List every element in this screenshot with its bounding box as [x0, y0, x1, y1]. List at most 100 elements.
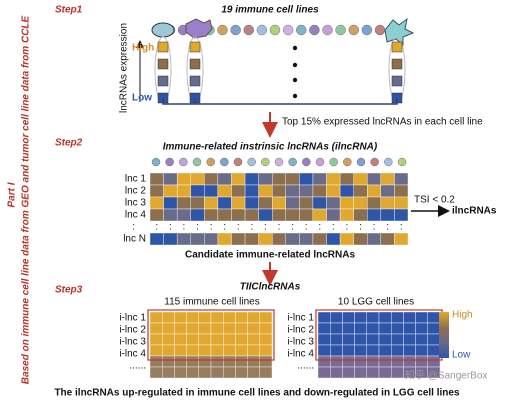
ellipsis: :: [155, 222, 158, 233]
step-label: Step3: [55, 285, 83, 296]
heat-cell: [317, 333, 331, 346]
heat-cell: [415, 311, 429, 324]
row-label: i-lnc 1: [119, 313, 146, 324]
row-label: i-lnc 1: [287, 313, 314, 324]
ellipsis: :: [210, 222, 213, 233]
heat-cell: [312, 196, 327, 210]
heat-cell: [258, 172, 273, 186]
cell-icon: [233, 157, 243, 167]
cell-icon: [217, 24, 228, 36]
heat-cell: [394, 232, 409, 246]
step-title: 19 immune cell lines: [221, 5, 319, 16]
cell-icon: [348, 24, 359, 36]
ellipsis: :: [183, 222, 186, 233]
row-more: ......: [297, 361, 314, 372]
cell-icon: [185, 18, 213, 39]
step-label: Step1: [55, 5, 83, 16]
highlight-box: [147, 309, 275, 361]
heat-cell: [235, 311, 248, 324]
heat-cell: [161, 344, 175, 357]
heat-cell: [235, 355, 248, 368]
heat-cell: [367, 208, 382, 222]
heat-cell: [427, 355, 441, 368]
heat-cell: [285, 184, 300, 198]
ellipsis: :: [346, 222, 349, 233]
cell-icon: [397, 157, 407, 167]
heat-cell: [204, 232, 219, 246]
cell-icon: [151, 157, 161, 167]
heat-cell: [378, 344, 392, 357]
arrow-text: Top 15% expressed lncRNAs in each cell l…: [282, 117, 483, 128]
heat-cell: [149, 333, 163, 346]
heat-cell: [415, 355, 429, 368]
heat-cell: [285, 232, 300, 246]
heat-cell: [247, 344, 261, 357]
heat-cell: [391, 322, 404, 335]
heat-cell: [367, 232, 382, 246]
heat-cell: [244, 208, 259, 222]
cell-icon: [361, 24, 373, 36]
heat-cell: [342, 311, 355, 324]
expression-square: [157, 41, 169, 53]
heat-cell: [339, 184, 354, 198]
heat-cell: [380, 172, 395, 186]
cell-icon: [329, 157, 338, 167]
heat-cell: [354, 366, 368, 379]
expression-square: [157, 75, 169, 87]
row-label: lnc 4: [125, 210, 147, 221]
ellipsis: :: [264, 222, 267, 233]
heat-cell: [366, 366, 380, 379]
heat-cell: [339, 208, 354, 222]
dot: [292, 93, 298, 99]
expression-square: [391, 75, 403, 87]
cell-icon: [335, 24, 346, 36]
heat-cell: [391, 311, 404, 324]
heat-cell: [176, 196, 191, 210]
heat-cell: [258, 196, 273, 210]
heat-cell: [342, 322, 355, 335]
row-label: lnc N: [123, 234, 146, 245]
heat-cell: [235, 333, 248, 346]
heat-cell: [299, 184, 314, 198]
filter-label: TSI < 0.2: [414, 195, 455, 206]
heat-cell: [244, 184, 259, 198]
heat-cell: [174, 322, 187, 335]
expression-square: [189, 75, 201, 87]
step-label: Step2: [55, 138, 83, 149]
heat-cell: [353, 208, 368, 222]
heat-cell: [272, 172, 286, 186]
dot: [292, 62, 298, 68]
expression-square: [391, 41, 403, 53]
cell-icon: [247, 157, 256, 167]
heat-cell: [317, 322, 331, 335]
heat-cell: [366, 355, 380, 368]
heat-cell: [378, 333, 392, 346]
ellipsis: :: [278, 222, 281, 233]
heat-cell: [204, 208, 219, 222]
heat-cell: [190, 184, 205, 198]
heat-cell: [317, 344, 331, 357]
heat-cell: [176, 232, 191, 246]
heat-cell: [378, 322, 392, 335]
heat-cell: [198, 333, 212, 346]
heat-cell: [149, 232, 164, 246]
heat-cell: [235, 322, 248, 335]
heat-cell: [217, 196, 232, 210]
heat-cell: [354, 344, 368, 357]
heat-cell: [258, 208, 273, 222]
heat-cell: [222, 333, 236, 346]
ellipsis: :: [196, 222, 199, 233]
cell-icon: [230, 24, 241, 36]
heat-cell: [391, 366, 404, 379]
heat-cell: [285, 208, 300, 222]
expression-square: [189, 41, 201, 53]
heat-cell: [394, 172, 409, 186]
heat-cell: [247, 355, 261, 368]
heat-cell: [299, 172, 314, 186]
caption: Candidate immune-related lncRNAs: [185, 250, 355, 261]
cell-icon: [192, 157, 202, 167]
heat-cell: [391, 355, 404, 368]
heat-cell: [272, 196, 286, 210]
heat-cell: [380, 184, 395, 198]
bracket: [162, 98, 398, 105]
